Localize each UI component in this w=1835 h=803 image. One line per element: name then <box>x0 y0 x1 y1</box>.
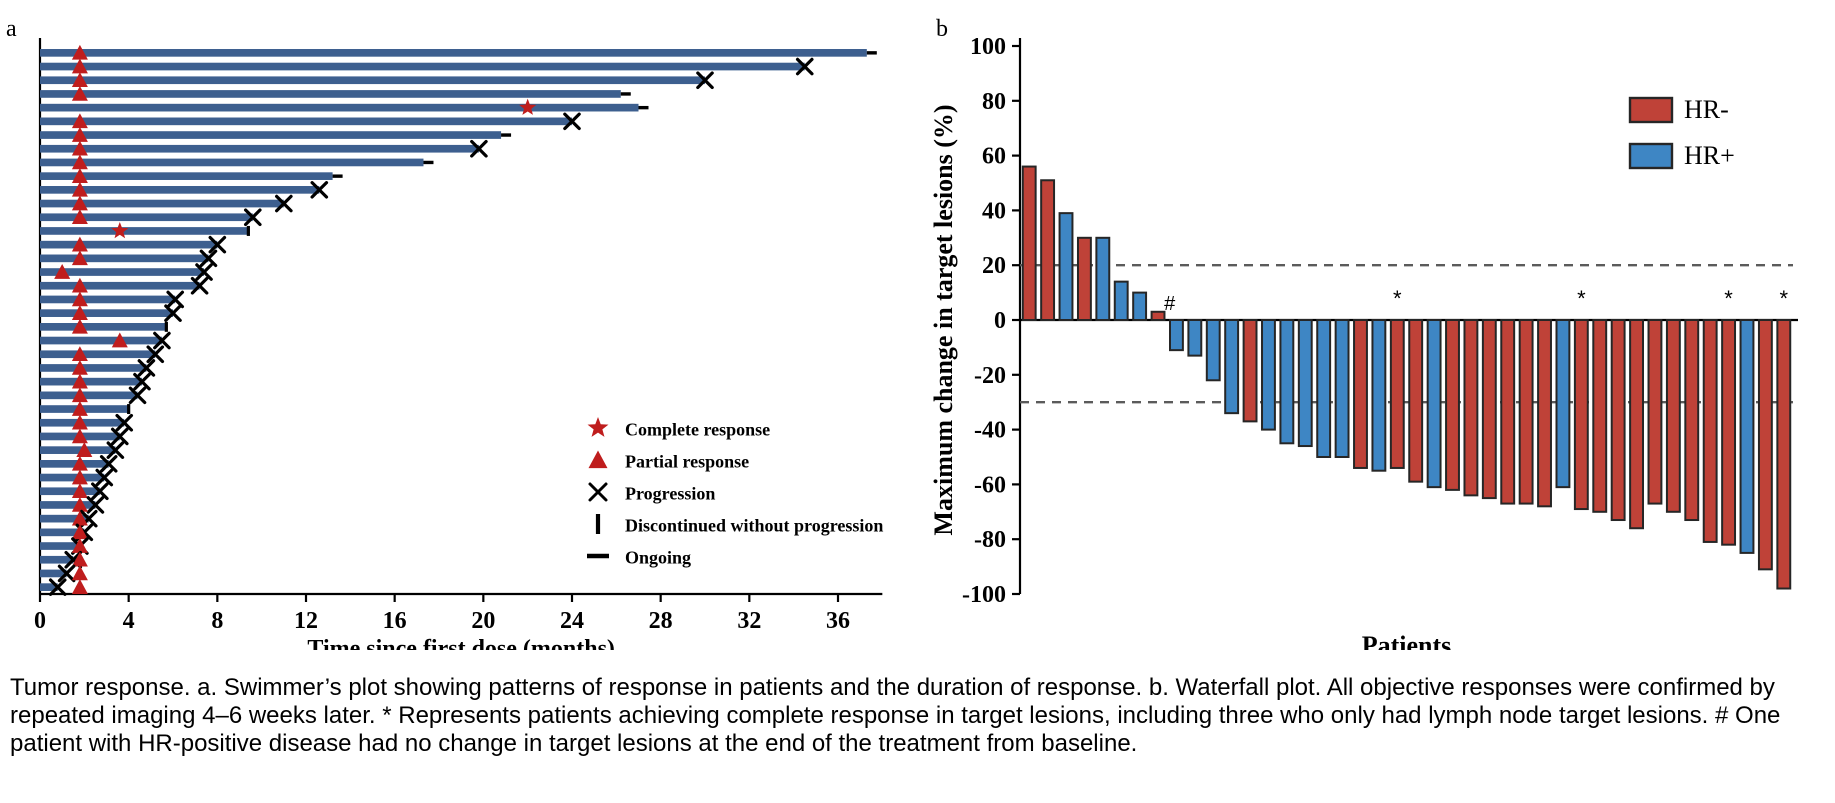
svg-text:28: 28 <box>649 608 673 634</box>
svg-text:*: * <box>1577 286 1586 311</box>
svg-text:a: a <box>6 16 17 42</box>
svg-text:80: 80 <box>982 89 1006 115</box>
svg-text:Time since first dose (months): Time since first dose (months) <box>307 636 615 650</box>
svg-text:8: 8 <box>211 608 223 634</box>
svg-text:HR-: HR- <box>1684 95 1729 124</box>
svg-text:Ongoing: Ongoing <box>625 548 691 568</box>
svg-text:0: 0 <box>994 308 1006 334</box>
svg-text:Patients: Patients <box>1362 631 1452 650</box>
svg-text:12: 12 <box>294 608 318 634</box>
svg-text:-40: -40 <box>974 418 1006 444</box>
svg-text:32: 32 <box>737 608 761 634</box>
svg-text:*: * <box>1780 286 1789 311</box>
svg-text:100: 100 <box>970 34 1006 60</box>
svg-text:Complete response: Complete response <box>625 420 770 440</box>
svg-text:-20: -20 <box>974 363 1006 389</box>
svg-text:40: 40 <box>982 198 1006 224</box>
svg-text:#: # <box>1164 293 1176 315</box>
svg-text:24: 24 <box>560 608 584 634</box>
svg-text:0: 0 <box>34 608 46 634</box>
svg-text:36: 36 <box>826 608 850 634</box>
svg-text:*: * <box>1393 286 1402 311</box>
svg-text:Partial response: Partial response <box>625 452 749 472</box>
svg-text:Discontinued without progressi: Discontinued without progression <box>625 516 883 536</box>
svg-text:20: 20 <box>982 253 1006 279</box>
svg-text:Maximum change in target lesio: Maximum change in target lesions (%) <box>930 104 958 535</box>
svg-text:HR+: HR+ <box>1684 141 1735 170</box>
svg-text:-80: -80 <box>974 527 1006 553</box>
svg-text:60: 60 <box>982 144 1006 170</box>
svg-text:16: 16 <box>383 608 407 634</box>
svg-text:*: * <box>1724 286 1733 311</box>
svg-text:-100: -100 <box>962 582 1006 608</box>
svg-text:4: 4 <box>123 608 135 634</box>
svg-text:b: b <box>936 16 948 42</box>
svg-text:Progression: Progression <box>625 484 715 504</box>
svg-text:20: 20 <box>471 608 495 634</box>
svg-text:-60: -60 <box>974 472 1006 498</box>
